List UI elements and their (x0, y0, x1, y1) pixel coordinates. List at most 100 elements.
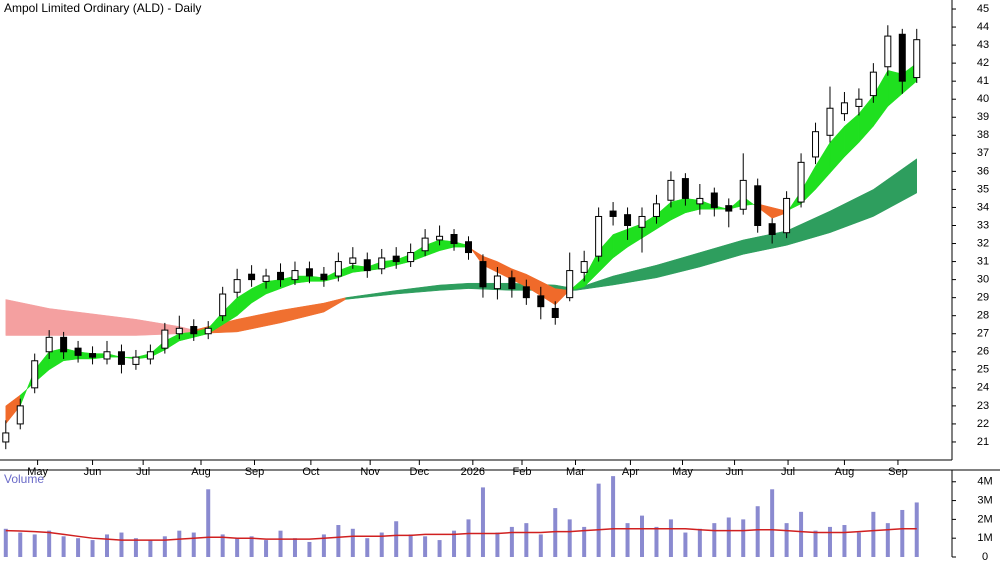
y-tick-label: 40 (977, 93, 989, 105)
candle-body (262, 275, 270, 282)
volume-ma (5, 528, 917, 541)
candle-body (826, 107, 834, 136)
volume-bar (249, 536, 254, 557)
y-tick-label: 41 (977, 75, 989, 87)
candle-body (407, 252, 415, 263)
volume-bar (278, 530, 283, 557)
x-tick-label: 2026 (461, 466, 485, 478)
x-tick-label: Sep (888, 466, 908, 478)
volume-bar (379, 532, 384, 557)
candle-body (219, 293, 227, 317)
candle-body (768, 223, 776, 236)
y-tick-label: 34 (977, 201, 989, 213)
volume-bar (148, 540, 153, 557)
x-tick-label: Aug (835, 466, 855, 478)
volume-bar (235, 538, 240, 557)
candle-body (146, 351, 154, 360)
volume-tick-label: 4M (977, 476, 992, 488)
candle-body (450, 234, 458, 245)
x-tick-label: Apr (622, 466, 639, 478)
candle-body (696, 197, 704, 205)
volume-bar (582, 526, 587, 557)
candle-body (566, 270, 574, 299)
y-tick-label: 25 (977, 364, 989, 376)
volume-tick-label: 0 (982, 551, 988, 562)
y-tick-label: 33 (977, 219, 989, 231)
y-tick-label: 44 (977, 21, 989, 33)
candle-body (681, 178, 689, 199)
volume-bar (683, 532, 688, 557)
candle-body (898, 33, 906, 82)
y-tick-label: 35 (977, 183, 989, 195)
volume-bar (191, 532, 196, 557)
volume-tick-label: 2M (977, 513, 992, 525)
volume-bar (220, 534, 225, 557)
y-tick-label: 23 (977, 400, 989, 412)
candle-body (537, 295, 545, 308)
volume-bar (292, 538, 297, 557)
candle-body (31, 360, 39, 389)
volume-bar (813, 530, 818, 557)
candle-body (464, 241, 472, 254)
volume-bar (119, 532, 124, 557)
candle-body (89, 353, 97, 358)
y-tick-label: 42 (977, 57, 989, 69)
candle-body (392, 255, 400, 263)
candle-body (609, 210, 617, 217)
y-tick-label: 31 (977, 255, 989, 267)
volume-bar (567, 519, 572, 557)
candle-body (436, 235, 444, 241)
volume-bar (423, 536, 428, 557)
volume-bar (394, 521, 399, 557)
y-tick-label: 36 (977, 165, 989, 177)
volume-bar (264, 540, 269, 557)
volume-bar (105, 534, 110, 557)
candle-body (16, 405, 24, 425)
candle-body (248, 273, 256, 281)
candle-body (840, 102, 848, 115)
volume-bar (755, 506, 760, 557)
volume-bar (611, 476, 616, 557)
volume-bar (538, 534, 543, 557)
candle-body (522, 286, 530, 299)
volume-bar (900, 509, 905, 557)
candle-body (551, 307, 559, 318)
candle-body (334, 261, 342, 277)
candle-body (349, 257, 357, 264)
volume-bar (321, 534, 326, 557)
candle-body (132, 356, 140, 365)
volume-bar (799, 511, 804, 557)
volume-bar (509, 526, 514, 557)
candle-body (204, 327, 212, 335)
x-tick-label: Aug (191, 466, 211, 478)
candle-body (363, 259, 371, 272)
candle-body (739, 179, 747, 210)
candle-body (754, 185, 762, 226)
candle-body (508, 277, 516, 290)
y-tick-label: 43 (977, 39, 989, 51)
volume-bar (871, 511, 876, 557)
candle-body (291, 270, 299, 281)
candle-body (580, 261, 588, 273)
volume-bar (480, 487, 485, 557)
x-tick-label: Jun (84, 466, 102, 478)
volume-bar (726, 517, 731, 557)
y-tick-label: 21 (977, 436, 989, 448)
volume-bar (654, 526, 659, 557)
x-tick-label: Dec (410, 466, 430, 478)
x-tick-label: Feb (513, 466, 532, 478)
volume-bar (3, 528, 8, 557)
y-tick-label: 28 (977, 310, 989, 322)
volume-bar (596, 483, 601, 557)
volume-bar (640, 515, 645, 557)
volume-bar (856, 532, 861, 557)
y-tick-label: 30 (977, 274, 989, 286)
volume-bar (61, 536, 66, 557)
y-tick-label: 29 (977, 292, 989, 304)
candle-body (624, 214, 632, 226)
volume-bar (712, 523, 717, 557)
volume-bar (741, 519, 746, 557)
y-tick-label: 45 (977, 3, 989, 15)
volume-bar (452, 530, 457, 557)
volume-bar (32, 534, 37, 557)
